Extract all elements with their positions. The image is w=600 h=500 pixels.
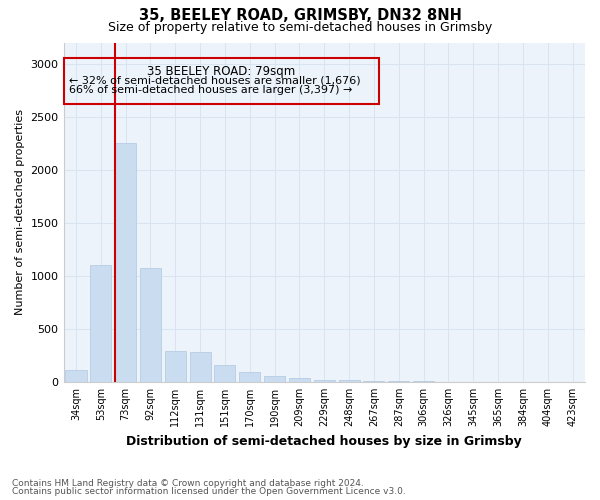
- Bar: [64, 58, 379, 104]
- Text: Contains public sector information licensed under the Open Government Licence v3: Contains public sector information licen…: [12, 487, 406, 496]
- Bar: [314, 380, 335, 382]
- Bar: [165, 351, 186, 382]
- Bar: [264, 376, 285, 382]
- Text: 66% of semi-detached houses are larger (3,397) →: 66% of semi-detached houses are larger (…: [68, 86, 352, 96]
- Bar: [364, 380, 385, 382]
- Bar: [115, 144, 136, 382]
- Bar: [239, 372, 260, 382]
- Text: Contains HM Land Registry data © Crown copyright and database right 2024.: Contains HM Land Registry data © Crown c…: [12, 478, 364, 488]
- Bar: [190, 352, 211, 382]
- Y-axis label: Number of semi-detached properties: Number of semi-detached properties: [15, 109, 25, 315]
- Bar: [140, 268, 161, 382]
- Text: Size of property relative to semi-detached houses in Grimsby: Size of property relative to semi-detach…: [108, 21, 492, 34]
- Text: 35, BEELEY ROAD, GRIMSBY, DN32 8NH: 35, BEELEY ROAD, GRIMSBY, DN32 8NH: [139, 8, 461, 22]
- Bar: [65, 370, 86, 382]
- Text: 35 BEELEY ROAD: 79sqm: 35 BEELEY ROAD: 79sqm: [147, 65, 295, 78]
- Bar: [388, 381, 409, 382]
- Bar: [90, 266, 112, 382]
- Bar: [214, 366, 235, 382]
- X-axis label: Distribution of semi-detached houses by size in Grimsby: Distribution of semi-detached houses by …: [127, 434, 522, 448]
- Bar: [338, 380, 359, 382]
- Bar: [289, 378, 310, 382]
- Text: ← 32% of semi-detached houses are smaller (1,676): ← 32% of semi-detached houses are smalle…: [68, 76, 360, 86]
